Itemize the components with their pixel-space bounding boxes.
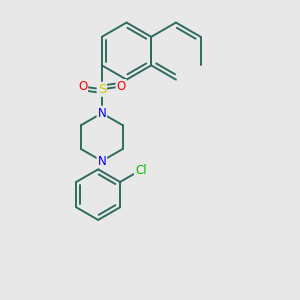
Text: O: O	[116, 80, 126, 93]
Text: N: N	[98, 154, 106, 167]
Text: N: N	[98, 107, 106, 120]
Text: Cl: Cl	[135, 164, 147, 176]
Text: S: S	[98, 83, 106, 96]
Text: O: O	[78, 80, 87, 93]
